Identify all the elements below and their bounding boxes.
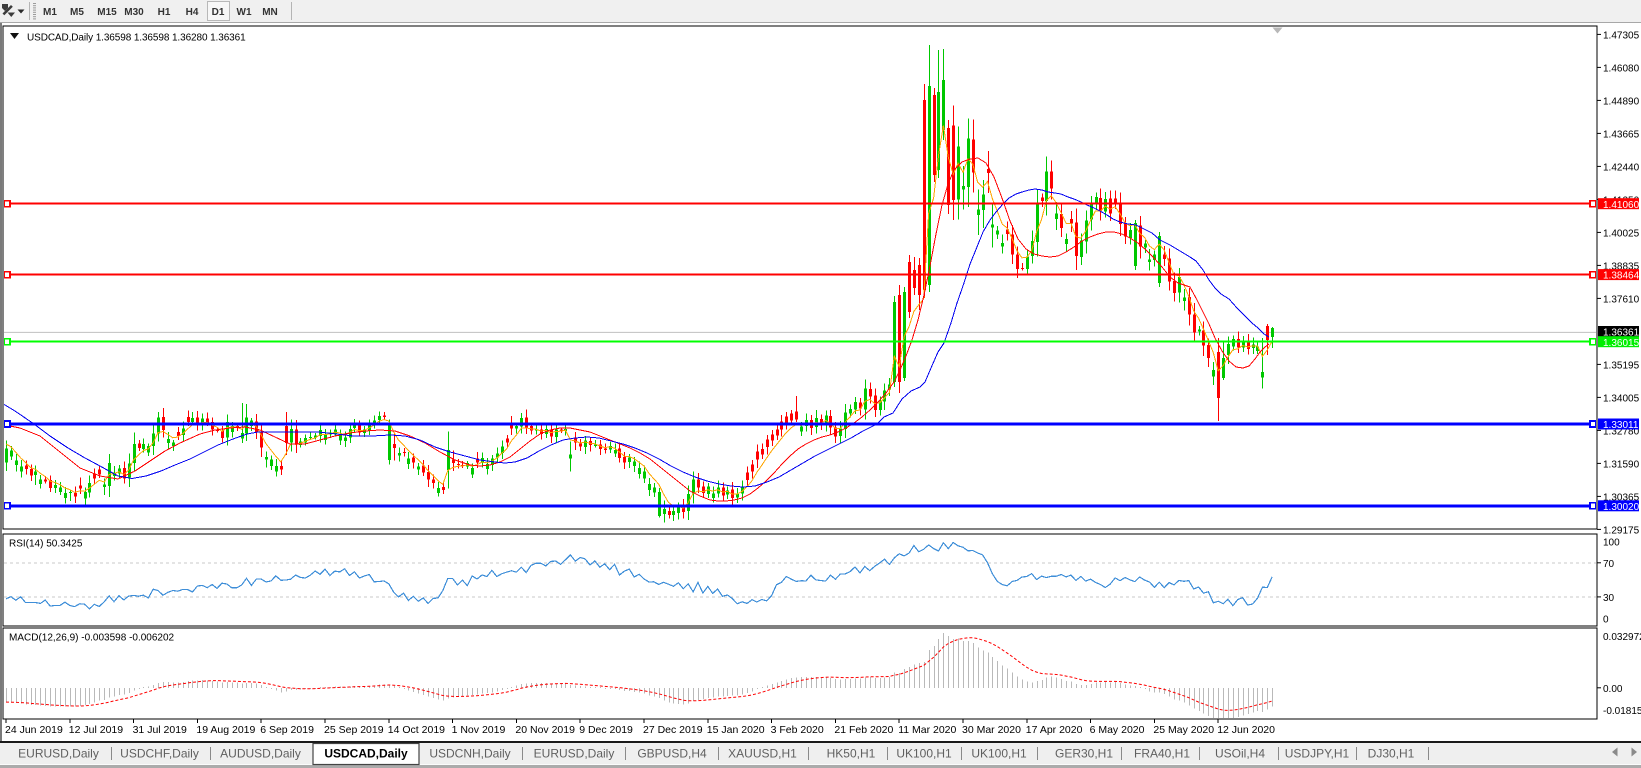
svg-text:0.00: 0.00	[1603, 684, 1623, 695]
svg-text:1 Nov 2019: 1 Nov 2019	[452, 724, 506, 736]
svg-text:D1: D1	[212, 7, 225, 18]
svg-text:USDCNH,Daily: USDCNH,Daily	[429, 747, 510, 761]
svg-text:30 Mar 2020: 30 Mar 2020	[962, 724, 1021, 736]
svg-text:XAUUSD,H1: XAUUSD,H1	[728, 747, 797, 761]
svg-text:21 Feb 2020: 21 Feb 2020	[834, 724, 893, 736]
svg-text:11 Mar 2020: 11 Mar 2020	[898, 724, 956, 736]
svg-text:USOil,H4: USOil,H4	[1215, 747, 1265, 761]
svg-text:H1: H1	[158, 7, 171, 18]
svg-text:30: 30	[1603, 593, 1615, 604]
svg-text:1.34005: 1.34005	[1603, 394, 1640, 405]
svg-text:1.36361: 1.36361	[1603, 328, 1640, 339]
svg-text:1.30020: 1.30020	[1603, 502, 1640, 513]
svg-text:1.41060: 1.41060	[1603, 200, 1640, 211]
svg-text:EURUSD,Daily: EURUSD,Daily	[534, 747, 615, 761]
svg-text:12 Jul 2019: 12 Jul 2019	[69, 724, 123, 736]
svg-text:RSI(14) 50.3425: RSI(14) 50.3425	[9, 539, 83, 550]
svg-text:3 Feb 2020: 3 Feb 2020	[771, 724, 824, 736]
svg-text:1.46080: 1.46080	[1603, 64, 1640, 75]
svg-text:1.36015: 1.36015	[1603, 338, 1640, 349]
svg-text:1.35195: 1.35195	[1603, 361, 1640, 372]
svg-text:MACD(12,26,9) -0.003598 -0.006: MACD(12,26,9) -0.003598 -0.006202	[9, 633, 175, 644]
svg-text:25 Sep 2019: 25 Sep 2019	[324, 724, 384, 736]
svg-text:USDCAD,Daily 1.36598 1.36598: USDCAD,Daily 1.36598 1.36598 1.36280 1.3…	[27, 33, 246, 44]
svg-text:0.032972: 0.032972	[1603, 632, 1641, 643]
svg-text:24 Jun 2019: 24 Jun 2019	[5, 724, 63, 736]
svg-text:1.38464: 1.38464	[1603, 271, 1640, 282]
svg-text:9 Dec 2019: 9 Dec 2019	[579, 724, 633, 736]
svg-text:USDCHF,Daily: USDCHF,Daily	[120, 747, 199, 761]
svg-text:6 May 2020: 6 May 2020	[1090, 724, 1145, 736]
svg-text:USDCAD,Daily: USDCAD,Daily	[324, 747, 408, 761]
svg-text:M5: M5	[70, 7, 84, 18]
svg-text:FRA40,H1: FRA40,H1	[1134, 747, 1190, 761]
svg-text:1.37610: 1.37610	[1603, 295, 1640, 306]
svg-text:1.42440: 1.42440	[1603, 163, 1640, 174]
svg-text:USDJPY,H1: USDJPY,H1	[1285, 747, 1350, 761]
svg-text:1.44890: 1.44890	[1603, 97, 1640, 108]
svg-text:M15: M15	[97, 7, 117, 18]
svg-text:1.43665: 1.43665	[1603, 130, 1640, 141]
svg-text:UK100,H1: UK100,H1	[896, 747, 952, 761]
svg-text:MN: MN	[262, 7, 278, 18]
svg-text:H4: H4	[186, 7, 199, 18]
svg-text:HK50,H1: HK50,H1	[827, 747, 876, 761]
svg-text:AUDUSD,Daily: AUDUSD,Daily	[220, 747, 301, 761]
svg-text:1.40025: 1.40025	[1603, 229, 1640, 240]
svg-text:27 Dec 2019: 27 Dec 2019	[643, 724, 703, 736]
svg-text:1.38835: 1.38835	[1603, 262, 1640, 273]
svg-text:100: 100	[1603, 537, 1620, 548]
svg-text:6 Sep 2019: 6 Sep 2019	[260, 724, 314, 736]
svg-text:31 Jul 2019: 31 Jul 2019	[133, 724, 187, 736]
svg-text:14 Oct 2019: 14 Oct 2019	[388, 724, 445, 736]
svg-text:1.29175: 1.29175	[1603, 526, 1640, 537]
svg-text:1.30365: 1.30365	[1603, 493, 1640, 504]
svg-text:M1: M1	[43, 7, 57, 18]
svg-text:EURUSD,Daily: EURUSD,Daily	[18, 747, 99, 761]
svg-text:1.33011: 1.33011	[1603, 420, 1639, 431]
svg-text:19 Aug 2019: 19 Aug 2019	[196, 724, 255, 736]
svg-text:GER30,H1: GER30,H1	[1055, 747, 1113, 761]
svg-text:15 Jan 2020: 15 Jan 2020	[707, 724, 765, 736]
svg-text:GBPUSD,H4: GBPUSD,H4	[637, 747, 707, 761]
svg-text:0: 0	[1603, 615, 1609, 626]
svg-text:20 Nov 2019: 20 Nov 2019	[515, 724, 575, 736]
svg-text:DJ30,H1: DJ30,H1	[1368, 747, 1415, 761]
svg-text:UK100,H1: UK100,H1	[971, 747, 1027, 761]
svg-text:1.47305: 1.47305	[1603, 31, 1640, 42]
svg-text:17 Apr 2020: 17 Apr 2020	[1026, 724, 1083, 736]
svg-text:70: 70	[1603, 559, 1615, 570]
svg-text:12 Jun 2020: 12 Jun 2020	[1217, 724, 1275, 736]
svg-text:-0.018154: -0.018154	[1603, 706, 1641, 717]
svg-text:25 May 2020: 25 May 2020	[1153, 724, 1214, 736]
svg-text:1.31590: 1.31590	[1603, 460, 1640, 471]
svg-text:1.32780: 1.32780	[1603, 427, 1640, 438]
svg-text:M30: M30	[124, 7, 144, 18]
svg-text:W1: W1	[237, 7, 252, 18]
